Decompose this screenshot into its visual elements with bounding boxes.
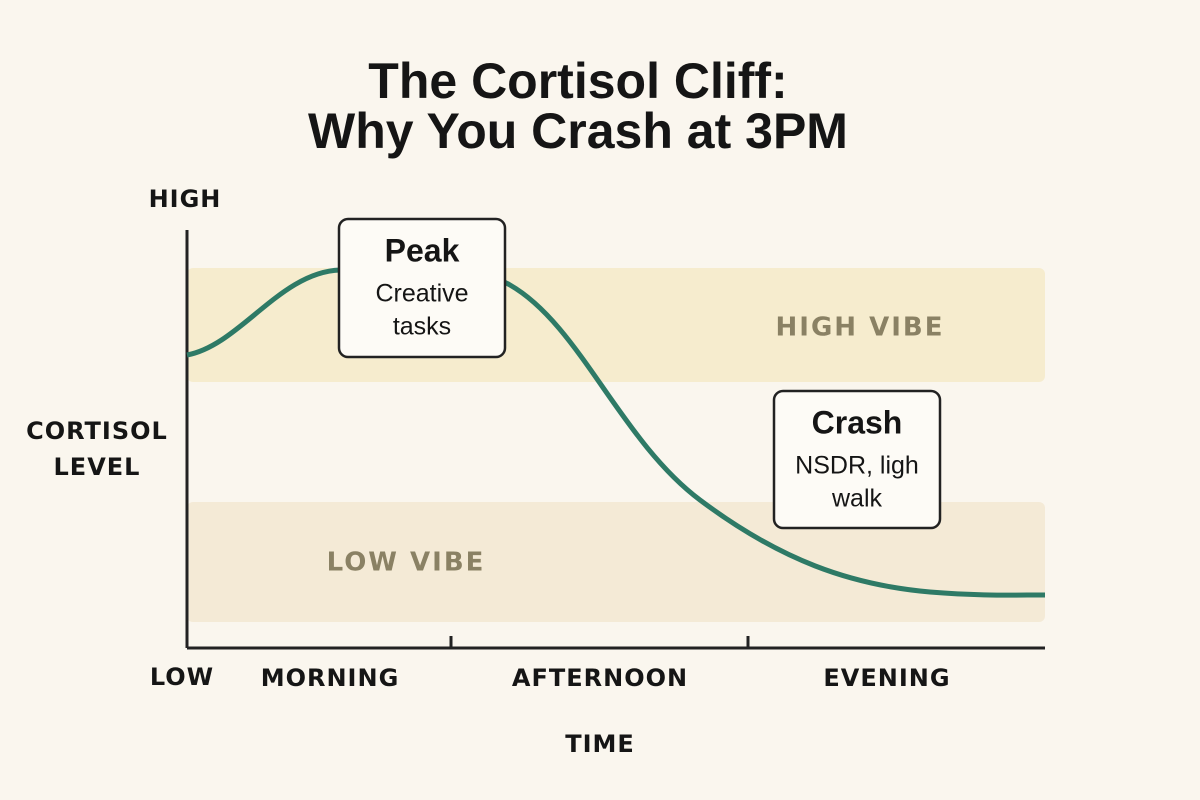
x-category: AFTERNOON xyxy=(512,664,688,692)
y-axis-high: HIGH xyxy=(149,185,222,213)
annotation-text: tasks xyxy=(393,313,451,341)
annotation-text: walk xyxy=(831,485,883,513)
annotation-box xyxy=(337,217,507,359)
band-label: LOW VIBE xyxy=(327,548,486,578)
title-line: Why You Crash at 3PM xyxy=(308,103,848,159)
x-category: EVENING xyxy=(823,664,950,692)
x-axis-label: TIME xyxy=(565,730,635,758)
annotation-heading: Crash xyxy=(812,404,903,440)
annotation-heading: Peak xyxy=(385,232,460,268)
low-band xyxy=(187,502,1045,622)
annotation-text: Creative xyxy=(375,280,468,308)
y-axis-label: LEVEL xyxy=(54,453,141,481)
band-label: HIGH VIBE xyxy=(776,313,945,343)
annotation-text: NSDR, ligh xyxy=(795,452,919,480)
title-line: The Cortisol Cliff: xyxy=(368,53,787,109)
annotation-box xyxy=(772,389,942,530)
cortisol-curve xyxy=(186,265,1046,598)
y-axis-low: LOW xyxy=(150,663,214,691)
y-axis-label: CORTISOL xyxy=(26,417,168,445)
x-category: MORNING xyxy=(261,664,400,692)
